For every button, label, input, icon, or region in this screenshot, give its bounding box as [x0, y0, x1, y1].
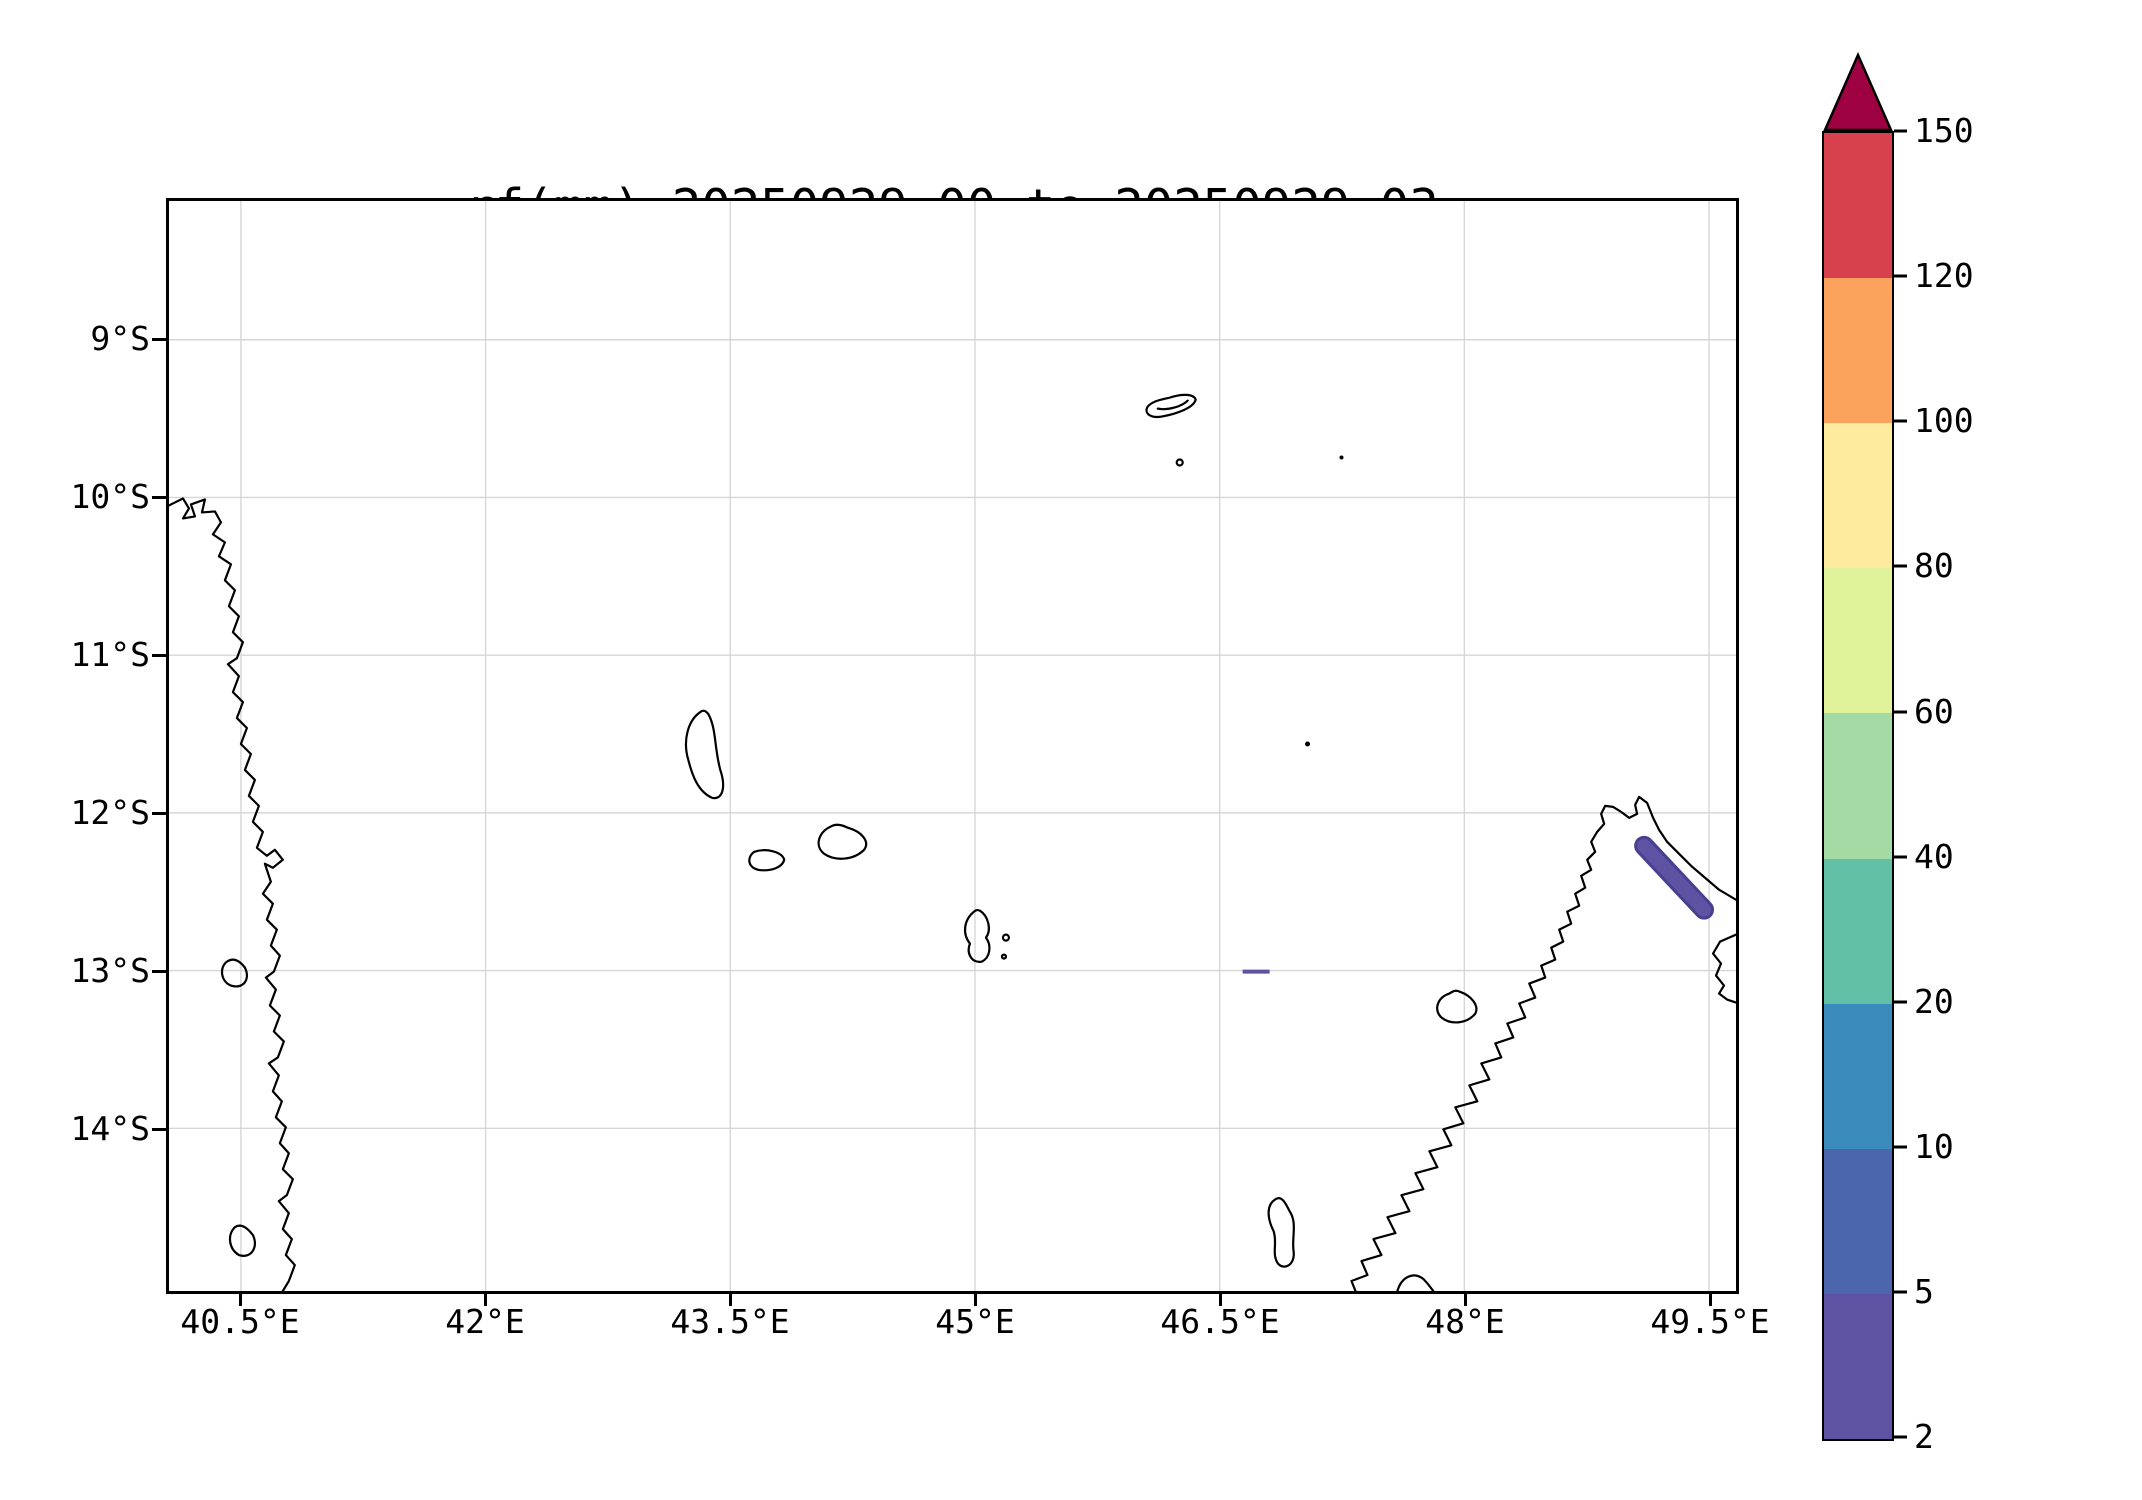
y-tick-label: 12°S [70, 793, 150, 832]
coastal-islet-south [228, 1224, 257, 1257]
y-tick-label: 10°S [70, 477, 150, 516]
atoll-and-islets [1145, 393, 1344, 747]
colorbar-tick [1894, 129, 1907, 133]
colorbar-label: 60 [1914, 692, 1954, 731]
colorbar-band-60-80 [1824, 568, 1892, 714]
x-tick-label: 46.5°E [1160, 1302, 1280, 1341]
colorbar-band-2-5 [1824, 1293, 1892, 1439]
colorbar-label: 20 [1914, 982, 1954, 1021]
y-tick-mark [152, 496, 166, 499]
islet-speck-1 [1175, 458, 1184, 467]
colorbar-tick [1894, 855, 1907, 859]
y-tick-mark [152, 1128, 166, 1131]
y-tick-mark [152, 970, 166, 973]
y-tick-label: 14°S [70, 1109, 150, 1148]
x-tick-mark [1464, 1292, 1467, 1306]
y-tick-mark [152, 338, 166, 341]
comoros-islands [684, 709, 1011, 963]
colorbar-tick [1894, 1000, 1907, 1004]
y-tick-mark [152, 654, 166, 657]
coastline-africa [169, 497, 296, 1291]
atoll-lagoon-line [1156, 399, 1189, 411]
atoll-outline [1145, 393, 1197, 419]
colorbar-label: 80 [1914, 546, 1954, 585]
x-tick-mark [974, 1292, 977, 1306]
rainfall-contours [1242, 835, 1715, 974]
x-tick-label: 42°E [445, 1302, 525, 1341]
x-tick-mark [239, 1292, 242, 1306]
colorbar-band-40-60 [1824, 713, 1892, 859]
colorbar-tick [1894, 1145, 1907, 1149]
y-tick-label: 13°S [70, 951, 150, 990]
islet-speck-3 [1305, 741, 1311, 747]
colorbar-label: 2 [1914, 1417, 1934, 1456]
colorbar-band-80-100 [1824, 423, 1892, 569]
madagascar-east-coast-segment [1711, 933, 1736, 1004]
x-tick-label: 45°E [935, 1302, 1015, 1341]
islet-speck-2 [1339, 455, 1344, 460]
island-bottom [1267, 1197, 1295, 1268]
island-anjouan [817, 823, 868, 860]
coastline-madagascar [1267, 795, 1736, 1291]
x-tick-label: 49.5°E [1650, 1302, 1770, 1341]
y-tick-label: 11°S [70, 635, 150, 674]
island-nosy-be [1436, 989, 1478, 1024]
x-tick-label: 43.5°E [670, 1302, 790, 1341]
islet-near-mayotte [1001, 933, 1011, 942]
colorbar [1822, 131, 1894, 1441]
colorbar-extend-arrow [1823, 52, 1893, 132]
coastal-lagoon [220, 958, 249, 988]
colorbar-label: 10 [1914, 1127, 1954, 1166]
x-tick-mark [484, 1292, 487, 1306]
colorbar-band-5-10 [1824, 1148, 1892, 1294]
map-svg [169, 201, 1736, 1291]
rain-streak-ne-madagascar [1637, 838, 1712, 917]
y-tick-label: 9°S [90, 319, 150, 358]
colorbar-label: 100 [1914, 401, 1974, 440]
gridlines [169, 201, 1736, 1291]
colorbar-label: 40 [1914, 837, 1954, 876]
colorbar-tick [1894, 419, 1907, 423]
colorbar-band-100-120 [1824, 278, 1892, 424]
colorbar-tick [1894, 274, 1907, 278]
island-mayotte [963, 908, 991, 963]
colorbar-band-120-150 [1824, 133, 1892, 279]
colorbar-label: 120 [1914, 256, 1974, 295]
colorbar-band-20-40 [1824, 858, 1892, 1004]
x-tick-label: 48°E [1425, 1302, 1505, 1341]
colorbar-band-10-20 [1824, 1003, 1892, 1149]
x-tick-mark [1219, 1292, 1222, 1306]
island-grande-comore [684, 709, 725, 800]
madagascar-bottom-bump [1396, 1274, 1435, 1291]
y-tick-mark [152, 812, 166, 815]
colorbar-tick [1894, 1435, 1907, 1439]
x-tick-label: 40.5°E [180, 1302, 300, 1341]
colorbar-label: 5 [1914, 1272, 1934, 1311]
colorbar-tick [1894, 710, 1907, 714]
map-plot-area [166, 198, 1739, 1294]
colorbar-tick [1894, 564, 1907, 568]
colorbar-tick [1894, 1290, 1907, 1294]
x-tick-mark [729, 1292, 732, 1306]
island-moheli [748, 849, 786, 872]
islet-near-mayotte-2 [1000, 953, 1008, 960]
colorbar-label: 150 [1914, 111, 1974, 150]
x-tick-mark [1709, 1292, 1712, 1306]
